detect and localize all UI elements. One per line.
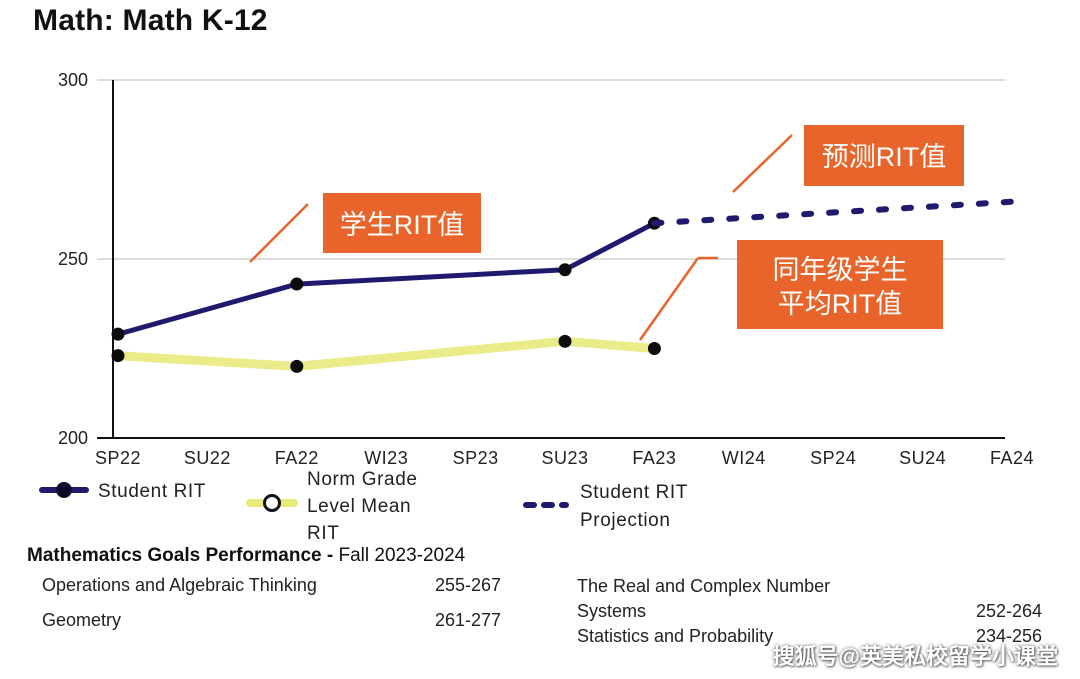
projection-callout-leader xyxy=(732,134,793,193)
legend-norm-label-line1: Norm Grade xyxy=(307,469,418,490)
page-title: Math: Math K-12 xyxy=(33,4,268,37)
projection-line xyxy=(651,198,1015,227)
goal-label-line1: The Real and Complex Number xyxy=(577,576,831,596)
x-tick-label: FA22 xyxy=(275,448,319,468)
goal-label: Operations and Algebraic Thinking xyxy=(42,575,317,595)
x-tick-label: FA23 xyxy=(632,448,676,468)
goal-label-line2: Systems xyxy=(577,601,647,621)
x-tick-label: SP24 xyxy=(810,448,856,468)
projection-callout-text: 预测RIT值 xyxy=(822,142,947,172)
projection-callout-box xyxy=(804,125,964,186)
x-tick-label: SU24 xyxy=(899,448,946,468)
norm-point xyxy=(290,359,304,373)
student-rit-point xyxy=(111,327,125,341)
student-rit-point xyxy=(290,277,304,291)
x-tick-label: WI24 xyxy=(722,448,766,468)
goal-range: 234-256 xyxy=(976,626,1043,646)
goal-range: 255-267 xyxy=(435,575,502,595)
norm-callout-box xyxy=(737,240,943,329)
goals-title-term: Fall 2023-2024 xyxy=(333,545,466,566)
norm-point xyxy=(558,334,572,348)
student-callout-leader xyxy=(249,203,309,263)
norm-callout-text-line2: 平均RIT值 xyxy=(778,289,903,319)
legend-projection-label-line2: Projection xyxy=(580,510,671,531)
rit-growth-chart: 200 250 300 SP22 SU22 FA22 WI23 SP23 SU23 FA23 WI… xyxy=(39,70,1034,544)
norm-line xyxy=(113,336,659,371)
y-tick-label: 300 xyxy=(58,70,88,90)
student-callout-box xyxy=(323,193,481,253)
student-rit-point xyxy=(558,263,572,277)
x-tick-label: WI23 xyxy=(364,448,408,468)
x-tick-label: SP23 xyxy=(453,448,499,468)
watermark: 搜狐号@英美私校留学小课堂 xyxy=(772,644,1058,669)
student-rit-line xyxy=(115,220,657,337)
norm-point xyxy=(111,349,125,363)
x-tick-label: FA24 xyxy=(990,448,1034,468)
norm-callout-leader xyxy=(638,257,700,341)
y-tick-label: 200 xyxy=(58,428,88,448)
goal-range: 252-264 xyxy=(976,601,1043,621)
goal-range: 261-277 xyxy=(435,610,502,630)
legend-student-label: Student RIT xyxy=(98,481,206,502)
legend-norm-label-line3: RIT xyxy=(307,523,339,544)
goals-title-bold: Mathematics Goals Performance - xyxy=(27,545,334,566)
goal-label: Statistics and Probability xyxy=(577,626,774,646)
y-tick-label: 250 xyxy=(58,249,88,269)
x-tick-label: SP22 xyxy=(95,448,141,468)
student-callout-text: 学生RIT值 xyxy=(340,210,465,240)
legend-student-marker xyxy=(56,482,72,498)
legend-projection-label-line1: Student RIT xyxy=(580,482,688,503)
x-tick-label: SU23 xyxy=(541,448,588,468)
legend-norm-label-line2: Level Mean xyxy=(307,496,411,517)
x-tick-label: SU22 xyxy=(184,448,231,468)
legend-norm-marker xyxy=(263,494,281,512)
goals-title: Mathematics Goals Performance - Fall 202… xyxy=(27,545,465,567)
goal-label: Geometry xyxy=(42,610,122,630)
norm-callout-text-line1: 同年级学生 xyxy=(773,255,908,285)
norm-point xyxy=(647,342,661,355)
